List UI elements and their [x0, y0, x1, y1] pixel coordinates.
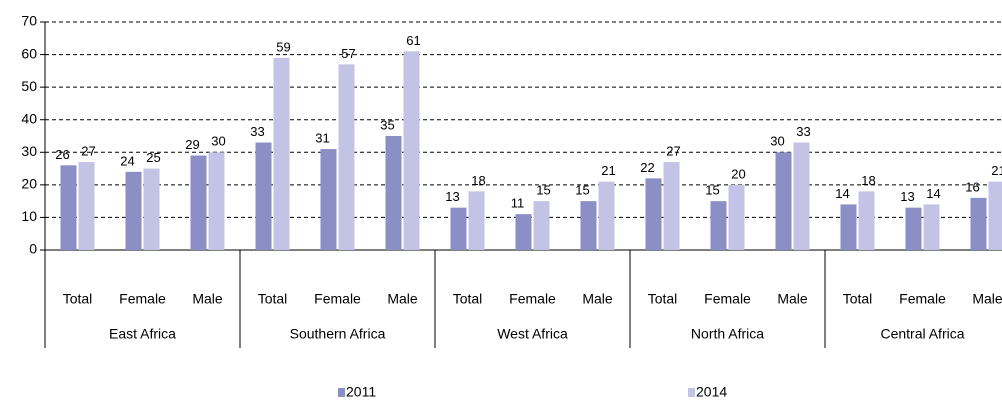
- group-label: East Africa: [109, 326, 176, 342]
- value-label: 20: [731, 166, 745, 181]
- value-label: 30: [770, 134, 784, 149]
- y-tick-label: 50: [21, 78, 37, 94]
- bar: [905, 207, 922, 250]
- bar: [533, 201, 550, 250]
- y-tick-label: 20: [21, 176, 37, 192]
- value-label: 59: [276, 39, 290, 54]
- value-label: 57: [341, 46, 355, 61]
- bar: [143, 168, 160, 250]
- bar: [403, 51, 420, 250]
- value-label: 27: [81, 143, 95, 158]
- value-label: 26: [55, 147, 69, 162]
- bar: [208, 152, 225, 250]
- value-label: 24: [120, 153, 134, 168]
- value-label: 22: [640, 160, 654, 175]
- bar: [793, 142, 810, 250]
- x-tick-label: Female: [704, 291, 751, 307]
- legend-label: 2011: [346, 384, 376, 400]
- legend-label: 2014: [696, 384, 727, 400]
- x-tick-label: Male: [192, 291, 223, 307]
- bar: [858, 191, 875, 250]
- value-label: 16: [965, 179, 979, 194]
- value-label: 33: [796, 124, 810, 139]
- group-label: West Africa: [497, 326, 568, 342]
- bar: [515, 214, 532, 250]
- value-label: 31: [315, 130, 329, 145]
- y-tick-label: 30: [21, 143, 37, 159]
- value-label: 14: [926, 186, 940, 201]
- x-tick-label: Total: [843, 291, 873, 307]
- x-tick-label: Total: [453, 291, 483, 307]
- value-label: 18: [861, 173, 875, 188]
- value-label: 15: [705, 183, 719, 198]
- y-tick-label: 10: [21, 208, 37, 224]
- bar: [450, 207, 467, 250]
- bar: [255, 142, 272, 250]
- value-label: 61: [406, 33, 420, 48]
- value-label: 21: [991, 163, 1002, 178]
- value-label: 14: [835, 186, 849, 201]
- x-tick-label: Male: [387, 291, 418, 307]
- x-tick-label: Total: [258, 291, 288, 307]
- bar: [663, 162, 680, 250]
- bar: [338, 64, 355, 250]
- bar: [840, 204, 857, 250]
- value-label: 35: [380, 117, 394, 132]
- value-label: 18: [471, 173, 485, 188]
- bar: [78, 162, 95, 250]
- bar: [923, 204, 940, 250]
- value-label: 33: [250, 124, 264, 139]
- x-tick-label: Female: [899, 291, 946, 307]
- x-tick-label: Male: [582, 291, 613, 307]
- bar: [190, 155, 207, 250]
- value-label: 11: [511, 196, 525, 211]
- bar: [60, 165, 77, 250]
- bar: [645, 178, 662, 250]
- x-tick-label: Male: [777, 291, 808, 307]
- bar: [728, 184, 745, 250]
- x-tick-label: Total: [648, 291, 678, 307]
- bar: [125, 171, 142, 250]
- y-tick-label: 60: [21, 45, 37, 61]
- x-tick-label: Total: [63, 291, 93, 307]
- x-tick-label: Female: [314, 291, 361, 307]
- y-tick-label: 70: [21, 13, 37, 29]
- value-label: 25: [146, 150, 160, 165]
- bar: [970, 197, 987, 250]
- group-label: Southern Africa: [290, 326, 386, 342]
- value-label: 29: [185, 137, 199, 152]
- value-label: 21: [601, 163, 615, 178]
- group-label: Central Africa: [880, 326, 964, 342]
- bar: [385, 136, 402, 250]
- bar: [320, 149, 337, 250]
- y-tick-label: 0: [29, 241, 37, 257]
- value-label: 13: [445, 189, 459, 204]
- group-label: North Africa: [691, 326, 764, 342]
- value-label: 30: [211, 134, 225, 149]
- x-tick-label: Male: [972, 291, 1002, 307]
- legend-swatch: [688, 388, 695, 397]
- legend-swatch: [338, 388, 345, 397]
- value-label: 15: [575, 183, 589, 198]
- bar: [598, 181, 615, 250]
- bar: [710, 201, 727, 250]
- bar: [580, 201, 597, 250]
- bar: [468, 191, 485, 250]
- y-tick-label: 40: [21, 110, 37, 126]
- bar: [988, 181, 1002, 250]
- bar: [273, 57, 290, 251]
- bar: [775, 152, 792, 250]
- x-tick-label: Female: [509, 291, 556, 307]
- x-tick-label: Female: [119, 291, 166, 307]
- value-label: 15: [536, 183, 550, 198]
- value-label: 27: [666, 143, 680, 158]
- value-label: 13: [900, 189, 914, 204]
